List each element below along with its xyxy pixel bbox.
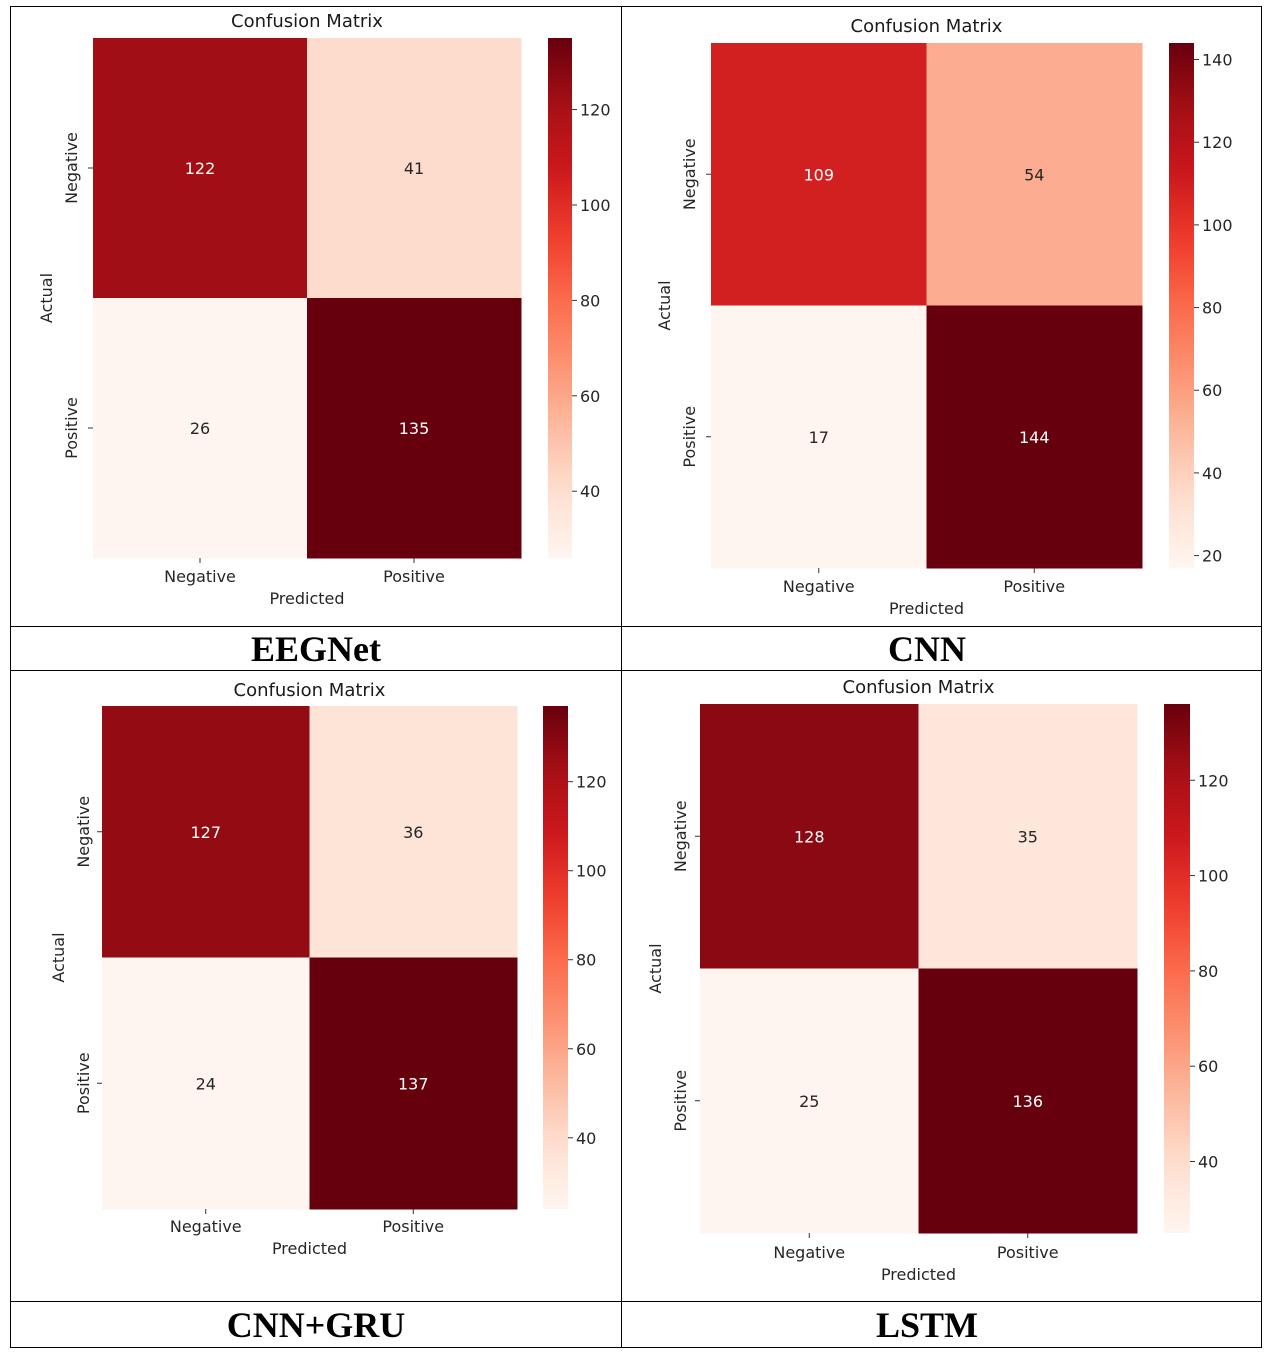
x-axis-label: Predicted [269,589,344,608]
colorbar-tick-label: 80 [576,951,596,970]
cell-value-label: 36 [403,823,423,842]
cell-value-label: 137 [398,1074,429,1093]
cell-value-label: 41 [404,159,424,178]
x-tick-label: Negative [783,577,855,596]
y-tick-label: Negative [671,800,690,872]
chart-title: Confusion Matrix [231,11,383,32]
x-tick-label: Negative [773,1243,845,1262]
x-tick-label: Positive [382,1217,444,1236]
heatmap-cell [926,43,1143,306]
heatmap-cell [309,706,518,958]
heatmap-cell [700,704,919,969]
cell-value-label: 122 [185,159,216,178]
y-axis-label: Actual [646,943,665,993]
cell-value-label: 144 [1019,428,1050,447]
chart-title: Confusion Matrix [851,16,1003,37]
x-axis-label: Predicted [889,599,964,618]
cell-value-label: 128 [794,827,825,846]
y-axis-label: Actual [37,273,56,323]
cell-value-label: 35 [1018,827,1038,846]
figure-table: EEGNet CNN CNN+GRU LSTM [10,6,1262,1348]
colorbar [543,706,568,1209]
cell-value-label: 26 [190,419,210,438]
heatmap-cell [307,298,522,559]
heatmap-cell [918,704,1138,969]
heatmap-cell [93,298,308,559]
x-tick-label: Negative [164,567,236,586]
heatmap-cell [711,43,927,306]
y-tick-label: Positive [671,1070,690,1132]
y-tick-label: Negative [62,132,81,204]
colorbar-tick-label: 20 [1202,547,1222,566]
cell-value-label: 135 [399,419,430,438]
x-tick-label: Positive [383,567,445,586]
y-tick-label: Negative [74,796,93,868]
colorbar-tick-label: 100 [1198,867,1229,886]
model-caption-lstm: LSTM [875,1305,979,1345]
heatmap-cell [307,38,522,299]
heatmap-cell [309,957,518,1210]
colorbar-tick-label: 120 [580,101,611,120]
colorbar-tick-label: 60 [1198,1057,1218,1076]
colorbar [548,38,572,558]
x-axis-label: Predicted [272,1239,347,1258]
y-tick-label: Negative [680,138,699,210]
colorbar-tick-label: 80 [1198,962,1218,981]
y-tick-label: Positive [74,1052,93,1114]
cell-value-label: 17 [809,428,829,447]
colorbar-tick-label: 40 [1202,464,1222,483]
row-divider [11,1301,1261,1302]
colorbar-tick-label: 80 [1202,299,1222,318]
model-caption-eegnet: EEGNet [251,629,381,669]
colorbar-tick-label: 140 [1202,51,1233,70]
model-caption-cnn-gru: CNN+GRU [226,1305,406,1345]
colorbar-tick-label: 100 [576,862,607,881]
colorbar-tick-label: 60 [576,1040,596,1059]
colorbar-tick-label: 120 [1198,771,1229,790]
heatmap-cell [102,706,310,958]
colorbar-tick-label: 40 [580,482,600,501]
colorbar-tick-label: 100 [580,196,611,215]
y-tick-label: Positive [62,397,81,459]
heatmap-cell [926,305,1143,569]
cell-value-label: 109 [803,165,834,184]
column-divider [621,7,622,1347]
cell-value-label: 25 [799,1092,819,1111]
colorbar-tick-label: 120 [576,773,607,792]
x-tick-label: Negative [170,1217,242,1236]
heatmap-cell [93,38,308,299]
cell-value-label: 24 [196,1074,216,1093]
chart-title: Confusion Matrix [234,680,386,701]
y-tick-label: Positive [680,406,699,468]
heatmap-cell [102,957,310,1210]
row-divider [11,626,1261,627]
row-divider [11,670,1261,671]
chart-title: Confusion Matrix [843,677,995,698]
colorbar [1164,704,1190,1233]
cell-value-label: 136 [1012,1092,1043,1111]
colorbar-tick-label: 40 [1198,1153,1218,1172]
x-tick-label: Positive [997,1243,1059,1262]
heatmap-cell [711,305,927,569]
y-axis-label: Actual [49,932,68,982]
colorbar-tick-label: 60 [580,387,600,406]
x-axis-label: Predicted [881,1265,956,1284]
colorbar-tick-label: 60 [1202,381,1222,400]
heatmap-cell [700,968,919,1234]
x-tick-label: Positive [1003,577,1065,596]
model-caption-cnn: CNN [888,629,966,669]
cell-value-label: 127 [190,823,221,842]
colorbar-tick-label: 40 [576,1129,596,1148]
colorbar [1169,43,1194,568]
y-axis-label: Actual [655,280,674,330]
colorbar-tick-label: 120 [1202,133,1233,152]
heatmap-cell [918,968,1138,1234]
cell-value-label: 54 [1024,165,1044,184]
colorbar-tick-label: 100 [1202,216,1233,235]
colorbar-tick-label: 80 [580,291,600,310]
